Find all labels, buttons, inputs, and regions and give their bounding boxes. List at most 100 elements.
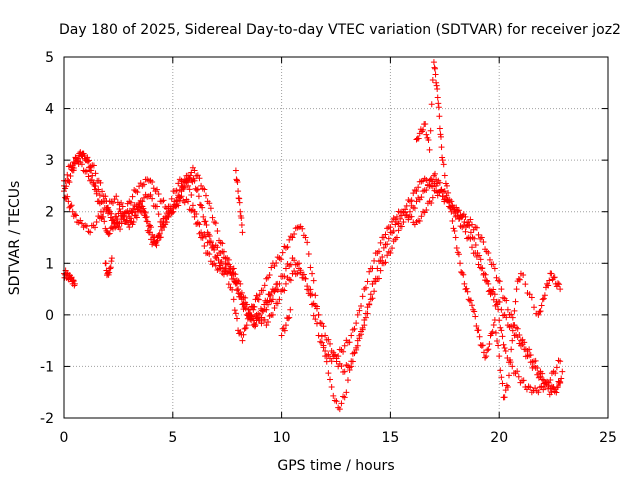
data-point [490,322,497,329]
data-point [70,165,77,172]
y-axis-label: SDTVAR / TECUs [7,181,23,296]
data-point [551,274,558,281]
data-point [165,213,172,220]
data-point [502,387,509,394]
data-point [177,194,184,201]
data-point [441,172,448,179]
data-point [434,86,441,93]
data-point [168,209,175,216]
data-point [225,261,232,268]
data-point [550,274,557,281]
data-point [210,243,217,250]
x-tick-label: 20 [490,430,508,446]
data-point [475,231,482,238]
data-point [103,227,110,234]
data-point [191,167,198,174]
data-point [102,260,109,267]
data-point [176,193,183,200]
data-point [496,278,503,285]
data-point [234,179,241,186]
data-point [261,282,268,289]
data-point [258,320,265,327]
data-point [168,195,175,202]
data-point [196,175,203,182]
data-point [93,190,100,197]
data-point [534,364,541,371]
data-point [320,344,327,351]
data-point [123,208,130,215]
data-point [273,259,280,266]
data-point [93,219,100,226]
data-point [335,353,342,360]
data-point [516,332,523,339]
data-point [99,188,106,195]
data-point [130,219,137,226]
data-point [496,353,503,360]
data-point [299,225,306,232]
data-point [86,164,93,171]
data-point [207,239,214,246]
data-point [358,303,365,310]
data-point [455,207,462,214]
data-point [527,384,534,391]
data-point [508,346,515,353]
data-point [232,310,239,317]
data-point [546,277,553,284]
data-point [514,325,521,332]
data-point [282,265,289,272]
data-point [304,283,311,290]
data-point [219,248,226,255]
data-point [463,285,470,292]
data-point [237,208,244,215]
data-point [218,258,225,265]
data-point [467,235,474,242]
data-point [433,79,440,86]
data-point [100,213,107,220]
data-point [191,213,198,220]
data-point [527,351,534,358]
data-point [389,245,396,252]
data-point [375,275,382,282]
data-point [503,314,510,321]
data-point [473,253,480,260]
data-point [226,265,233,272]
data-point [504,306,511,313]
data-point [438,144,445,151]
data-point [330,392,337,399]
data-point [113,193,120,200]
data-point [207,258,214,265]
x-tick-label: 10 [273,430,291,446]
data-point [278,256,285,263]
data-point [193,186,200,193]
data-point [191,177,198,184]
data-point [239,229,246,236]
data-point [89,172,96,179]
data-point [202,192,209,199]
data-point [445,189,452,196]
gridlines [64,57,608,418]
data-point [495,342,502,349]
data-point [447,204,454,211]
data-point [451,228,458,235]
data-point [557,286,564,293]
data-point [214,227,221,234]
data-point [117,226,124,233]
data-point [322,332,329,339]
data-point [108,210,115,217]
data-point [243,322,250,329]
data-point [439,157,446,164]
data-point [461,280,468,287]
data-point [528,294,535,301]
data-point [429,76,436,83]
data-point [498,374,505,381]
data-point [263,306,270,313]
data-point [460,222,467,229]
data-point [240,331,247,338]
data-point [174,198,181,205]
data-point [405,214,412,221]
data-point [127,199,134,206]
data-point [362,314,369,321]
data-point [448,208,455,215]
data-point [185,198,192,205]
data-point [101,198,108,205]
